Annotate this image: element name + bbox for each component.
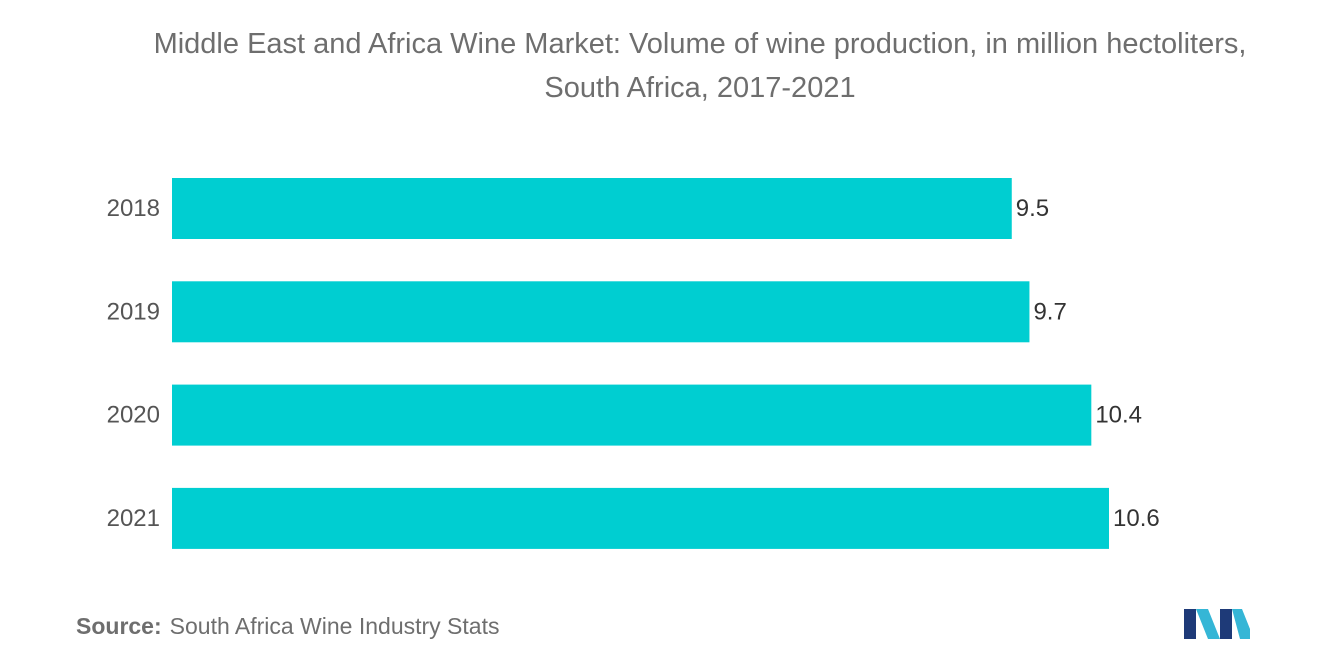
data-label: 9.5 (1016, 195, 1049, 222)
y-tick-label: 2021 (107, 505, 160, 532)
data-label: 9.7 (1033, 298, 1066, 325)
bar-2018 (172, 178, 1012, 239)
bar-2020 (172, 384, 1092, 446)
y-tick-label: 2018 (107, 195, 160, 222)
source-text: South Africa Wine Industry Stats (169, 613, 500, 639)
y-tick-label: 2019 (107, 298, 160, 325)
chart-title: Middle East and Africa Wine Market: Volu… (153, 28, 1247, 104)
bar-chart: 2018 9.5 2019 9.7 2020 10.4 2021 10.6 (107, 178, 1160, 549)
source-label: Source: (76, 613, 162, 639)
data-label: 10.6 (1113, 505, 1160, 532)
bar-2019 (172, 281, 1030, 343)
mordor-intelligence-logo-icon (1184, 609, 1250, 639)
source-note: Source: South Africa Wine Industry Stats (76, 613, 499, 640)
data-label: 10.4 (1095, 402, 1142, 429)
bar-2021 (172, 487, 1109, 549)
y-tick-label: 2020 (107, 402, 160, 429)
